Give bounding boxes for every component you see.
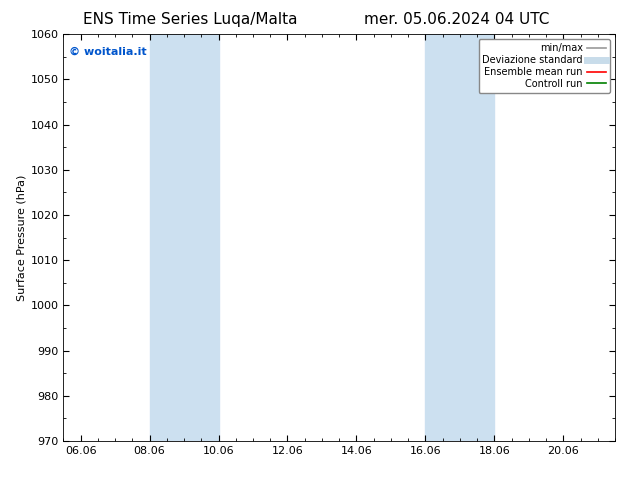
Bar bbox=[184, 34, 219, 441]
Bar bbox=[460, 34, 495, 441]
Bar bbox=[150, 34, 184, 441]
Text: © woitalia.it: © woitalia.it bbox=[69, 47, 146, 56]
Text: ENS Time Series Luqa/Malta: ENS Time Series Luqa/Malta bbox=[83, 12, 297, 27]
Text: mer. 05.06.2024 04 UTC: mer. 05.06.2024 04 UTC bbox=[364, 12, 549, 27]
Y-axis label: Surface Pressure (hPa): Surface Pressure (hPa) bbox=[16, 174, 26, 301]
Bar bbox=[425, 34, 460, 441]
Legend: min/max, Deviazione standard, Ensemble mean run, Controll run: min/max, Deviazione standard, Ensemble m… bbox=[479, 39, 610, 93]
